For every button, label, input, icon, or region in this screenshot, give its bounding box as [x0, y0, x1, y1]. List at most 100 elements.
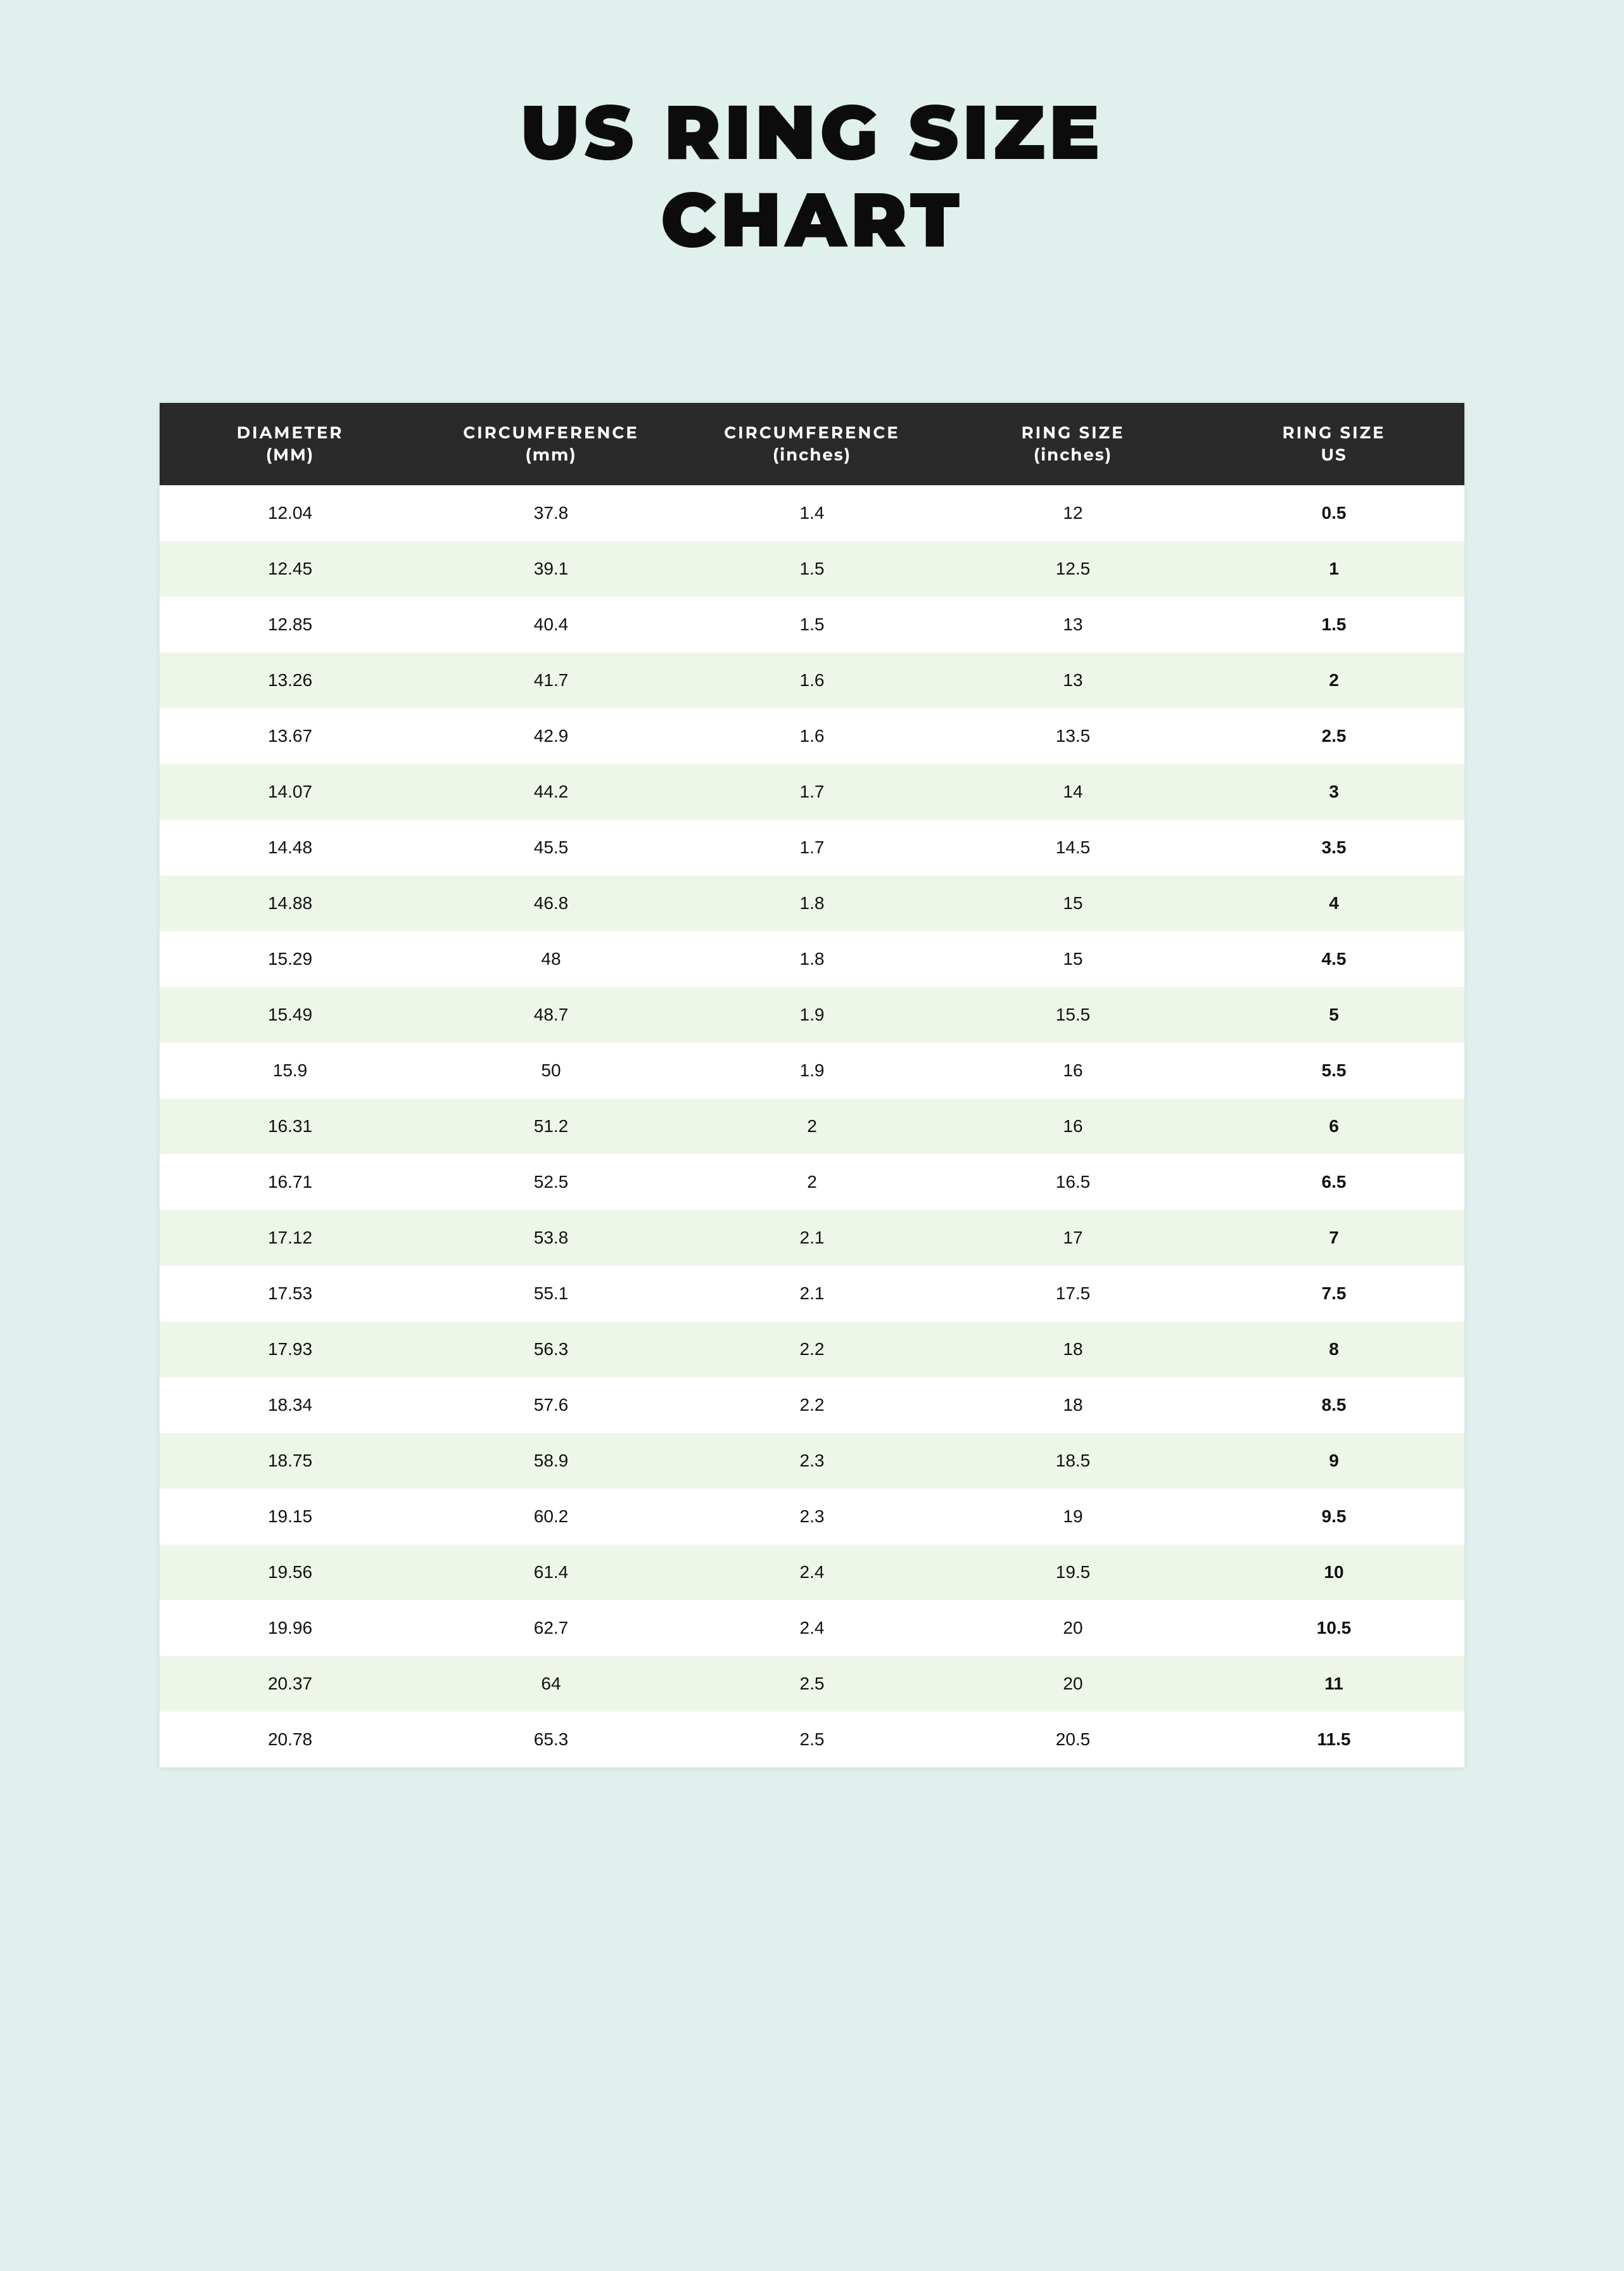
table-row: 12.8540.41.5131.5: [160, 597, 1464, 652]
table-row: 19.9662.72.42010.5: [160, 1600, 1464, 1656]
table-cell: 16.5: [942, 1172, 1203, 1192]
table-cell: 18: [942, 1339, 1203, 1359]
table-row: 17.1253.82.1177: [160, 1210, 1464, 1266]
table-body: 12.0437.81.4120.512.4539.11.512.5112.854…: [160, 485, 1464, 1767]
table-cell: 1.6: [682, 726, 942, 746]
table-cell: 19.5: [942, 1562, 1203, 1582]
page-title: US RING SIZE CHART: [520, 89, 1103, 264]
table-row: 20.7865.32.520.511.5: [160, 1712, 1464, 1767]
table-cell: 1.4: [682, 503, 942, 523]
table-cell: 12.04: [160, 503, 421, 523]
table-cell: 55.1: [421, 1283, 682, 1304]
table-cell: 15.49: [160, 1005, 421, 1025]
table-row: 16.7152.5216.56.5: [160, 1154, 1464, 1210]
table-cell: 2: [682, 1116, 942, 1136]
table-cell: 37.8: [421, 503, 682, 523]
col-header-text: CIRCUMFERENCE: [463, 423, 638, 443]
table-cell: 18.5: [942, 1451, 1203, 1471]
table-cell: 13: [942, 614, 1203, 635]
col-header-circumference-mm: CIRCUMFERENCE (mm): [421, 422, 682, 466]
table-cell: 57.6: [421, 1395, 682, 1415]
table-cell: 2: [1203, 670, 1464, 690]
table-cell: 19: [942, 1506, 1203, 1527]
table-cell: 17.5: [942, 1283, 1203, 1304]
table-cell: 1.5: [1203, 614, 1464, 635]
table-cell: 11: [1203, 1674, 1464, 1694]
table-cell: 18: [942, 1395, 1203, 1415]
table-cell: 46.8: [421, 893, 682, 913]
table-cell: 44.2: [421, 782, 682, 802]
table-cell: 65.3: [421, 1729, 682, 1750]
table-cell: 18.34: [160, 1395, 421, 1415]
table-cell: 41.7: [421, 670, 682, 690]
table-cell: 20: [942, 1674, 1203, 1694]
table-row: 15.9501.9165.5: [160, 1043, 1464, 1098]
table-cell: 14.48: [160, 837, 421, 858]
table-cell: 1.7: [682, 782, 942, 802]
table-row: 16.3151.22166: [160, 1098, 1464, 1154]
table-row: 13.2641.71.6132: [160, 652, 1464, 708]
ring-size-table: DIAMETER (MM) CIRCUMFERENCE (mm) CIRCUMF…: [160, 403, 1464, 1767]
table-row: 15.4948.71.915.55: [160, 987, 1464, 1043]
table-cell: 2.5: [682, 1729, 942, 1750]
table-cell: 2: [682, 1172, 942, 1192]
col-header-sub: (MM): [171, 444, 409, 466]
table-cell: 16: [942, 1116, 1203, 1136]
table-row: 17.5355.12.117.57.5: [160, 1266, 1464, 1321]
col-header-sub: (mm): [432, 444, 670, 466]
table-cell: 2.4: [682, 1562, 942, 1582]
table-cell: 6.5: [1203, 1172, 1464, 1192]
table-header-row: DIAMETER (MM) CIRCUMFERENCE (mm) CIRCUMF…: [160, 403, 1464, 485]
col-header-sub: US: [1215, 444, 1453, 466]
table-cell: 1.8: [682, 893, 942, 913]
table-cell: 10: [1203, 1562, 1464, 1582]
col-header-ring-size-us: RING SIZE US: [1203, 422, 1464, 466]
page-title-line2: CHART: [661, 174, 963, 266]
table-cell: 4.5: [1203, 949, 1464, 969]
table-cell: 12.85: [160, 614, 421, 635]
table-cell: 64: [421, 1674, 682, 1694]
table-cell: 1.8: [682, 949, 942, 969]
table-cell: 2.1: [682, 1283, 942, 1304]
table-cell: 48.7: [421, 1005, 682, 1025]
table-cell: 2.1: [682, 1228, 942, 1248]
table-row: 18.7558.92.318.59: [160, 1433, 1464, 1489]
table-cell: 14.5: [942, 837, 1203, 858]
table-cell: 15: [942, 893, 1203, 913]
table-cell: 1.5: [682, 614, 942, 635]
table-cell: 2.3: [682, 1506, 942, 1527]
col-header-circumference-in: CIRCUMFERENCE (inches): [682, 422, 942, 466]
table-cell: 17.12: [160, 1228, 421, 1248]
table-cell: 15.29: [160, 949, 421, 969]
table-cell: 48: [421, 949, 682, 969]
table-row: 19.5661.42.419.510: [160, 1544, 1464, 1600]
table-cell: 14.88: [160, 893, 421, 913]
table-cell: 12.5: [942, 559, 1203, 579]
table-cell: 20: [942, 1618, 1203, 1638]
table-cell: 16: [942, 1060, 1203, 1081]
table-cell: 56.3: [421, 1339, 682, 1359]
table-cell: 20.5: [942, 1729, 1203, 1750]
table-cell: 60.2: [421, 1506, 682, 1527]
table-cell: 42.9: [421, 726, 682, 746]
col-header-text: DIAMETER: [237, 423, 344, 443]
table-cell: 14: [942, 782, 1203, 802]
table-cell: 8: [1203, 1339, 1464, 1359]
table-row: 20.37642.52011: [160, 1656, 1464, 1712]
table-cell: 17.93: [160, 1339, 421, 1359]
table-cell: 13.67: [160, 726, 421, 746]
table-row: 18.3457.62.2188.5: [160, 1377, 1464, 1433]
table-cell: 9.5: [1203, 1506, 1464, 1527]
table-cell: 40.4: [421, 614, 682, 635]
col-header-ring-size-in: RING SIZE (inches): [942, 422, 1203, 466]
table-cell: 4: [1203, 893, 1464, 913]
table-row: 12.4539.11.512.51: [160, 541, 1464, 597]
col-header-text: RING SIZE: [1021, 423, 1124, 443]
table-cell: 14.07: [160, 782, 421, 802]
table-cell: 2.5: [682, 1674, 942, 1694]
table-cell: 17: [942, 1228, 1203, 1248]
table-cell: 0.5: [1203, 503, 1464, 523]
table-cell: 12: [942, 503, 1203, 523]
table-cell: 3: [1203, 782, 1464, 802]
table-cell: 15.5: [942, 1005, 1203, 1025]
